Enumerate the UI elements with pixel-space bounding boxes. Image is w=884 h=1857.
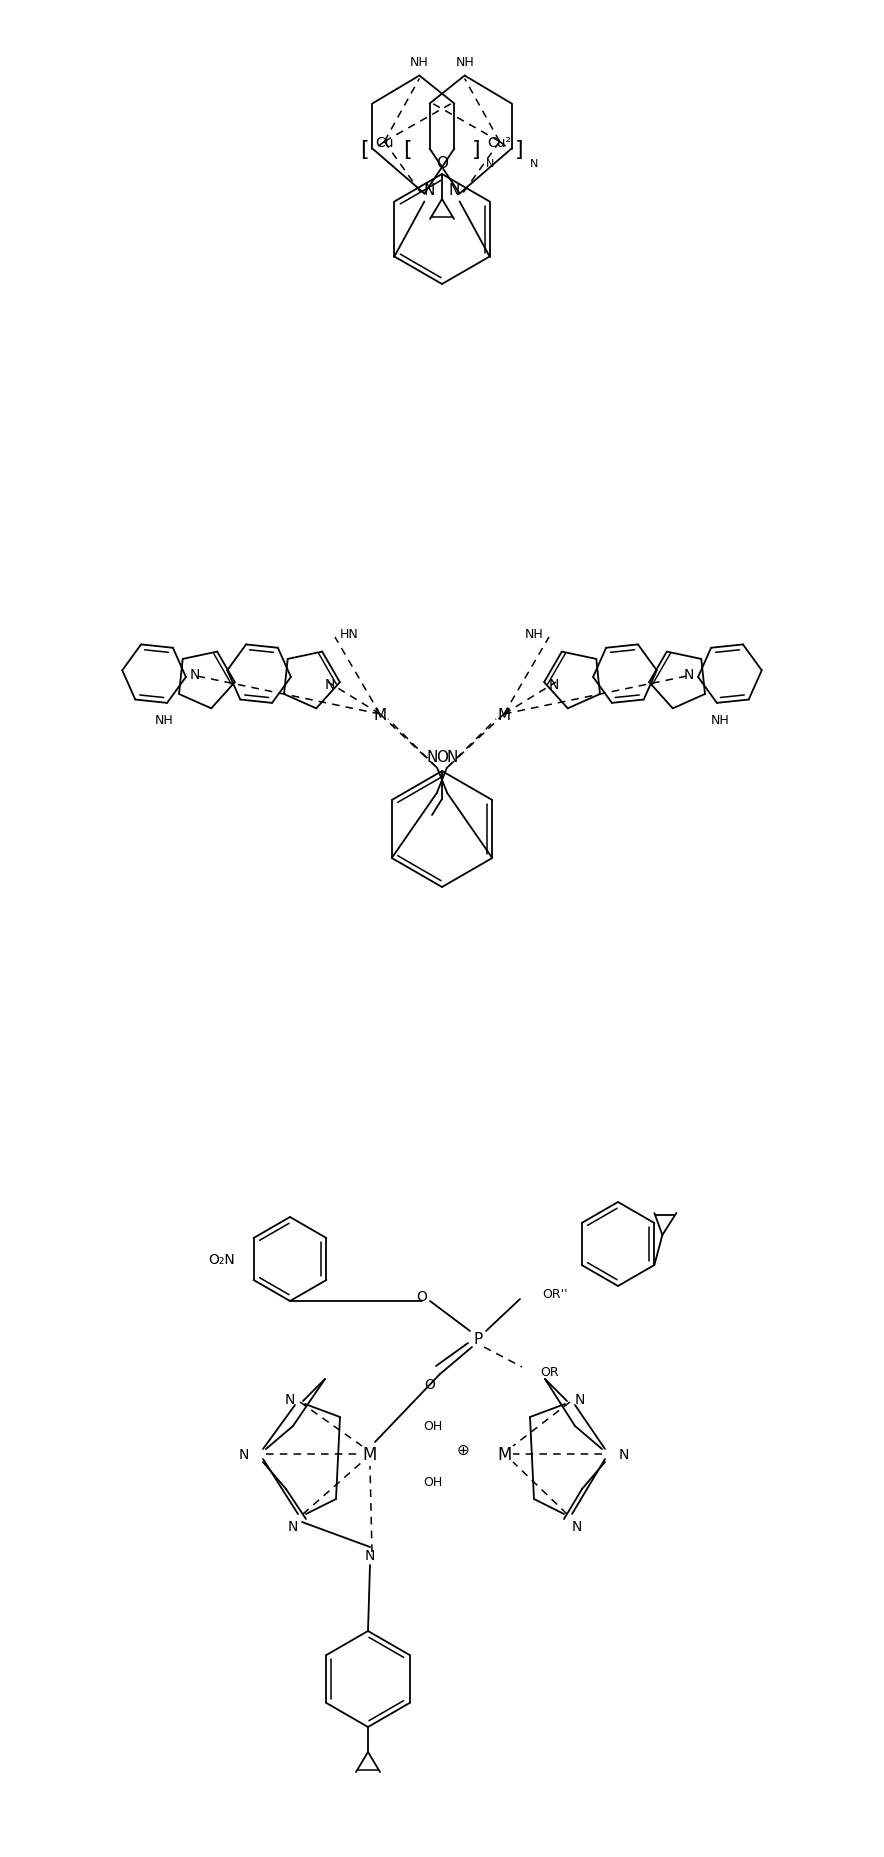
Text: NH: NH bbox=[455, 56, 474, 69]
Text: N: N bbox=[427, 748, 438, 763]
Text: N: N bbox=[449, 182, 461, 199]
Text: N: N bbox=[324, 678, 335, 691]
Text: M: M bbox=[362, 1445, 377, 1463]
Text: NH: NH bbox=[525, 628, 544, 641]
Text: O: O bbox=[436, 750, 448, 765]
Text: NH: NH bbox=[711, 713, 730, 726]
Text: Cu: Cu bbox=[375, 136, 393, 149]
Text: O: O bbox=[436, 156, 448, 171]
Text: P: P bbox=[473, 1331, 483, 1346]
Text: N: N bbox=[423, 182, 435, 199]
Text: M: M bbox=[373, 708, 386, 722]
Text: OH: OH bbox=[423, 1476, 442, 1489]
Text: O: O bbox=[424, 1378, 436, 1391]
Text: N: N bbox=[190, 669, 200, 682]
Text: [: [ bbox=[403, 139, 412, 160]
Text: N: N bbox=[239, 1447, 249, 1461]
Text: N: N bbox=[288, 1519, 298, 1534]
Text: O₂N: O₂N bbox=[209, 1252, 235, 1266]
Text: M: M bbox=[498, 708, 511, 722]
Text: N: N bbox=[486, 158, 494, 169]
Text: N: N bbox=[365, 1549, 375, 1562]
Text: N: N bbox=[619, 1447, 629, 1461]
Text: OR: OR bbox=[541, 1365, 560, 1378]
Text: N: N bbox=[446, 748, 457, 763]
Text: NH: NH bbox=[410, 56, 429, 69]
Text: ]: ] bbox=[472, 139, 481, 160]
Text: ⊕: ⊕ bbox=[456, 1441, 469, 1456]
Text: N: N bbox=[530, 158, 537, 169]
Text: N: N bbox=[285, 1393, 295, 1406]
Text: O: O bbox=[416, 1289, 428, 1304]
Text: N: N bbox=[549, 678, 560, 691]
Text: Cu²: Cu² bbox=[488, 136, 512, 149]
Text: OR'': OR'' bbox=[542, 1287, 568, 1300]
Text: [: [ bbox=[360, 139, 369, 160]
Text: HN: HN bbox=[340, 628, 359, 641]
Text: N: N bbox=[572, 1519, 583, 1534]
Text: N: N bbox=[684, 669, 694, 682]
Text: N: N bbox=[575, 1393, 585, 1406]
Text: OH: OH bbox=[423, 1421, 442, 1434]
Text: M: M bbox=[498, 1445, 512, 1463]
Text: ]: ] bbox=[515, 139, 524, 160]
Text: NH: NH bbox=[154, 713, 173, 726]
